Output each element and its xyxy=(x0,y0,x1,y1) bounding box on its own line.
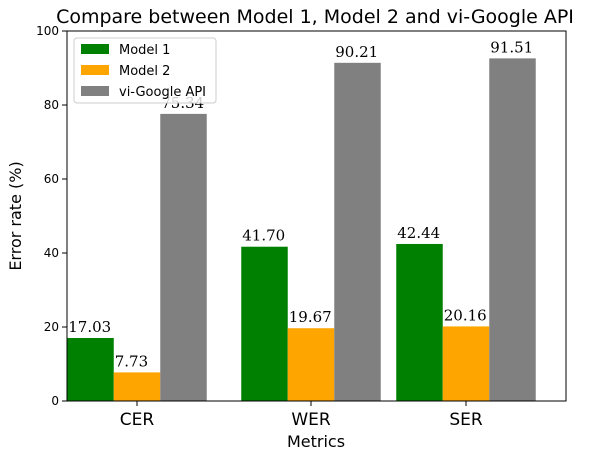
data-label: 7.73 xyxy=(115,352,148,370)
data-label: 20.16 xyxy=(444,306,487,324)
y-tick-label: 0 xyxy=(51,394,59,408)
y-axis-ticks: 0 20 40 60 80 100 xyxy=(36,24,67,408)
plot-frame xyxy=(66,30,567,402)
legend-swatch xyxy=(81,44,109,54)
y-tick-label: 40 xyxy=(44,246,59,260)
x-axis-label: Metrics xyxy=(287,432,345,451)
x-tick-label: CER xyxy=(120,410,155,430)
bars-group xyxy=(67,58,536,401)
y-tick-label: 80 xyxy=(44,98,59,112)
y-axis-label: Error rate (%) xyxy=(6,161,25,270)
data-label: 42.44 xyxy=(397,224,440,242)
bar-model-1-cer xyxy=(67,337,114,401)
bar-vi-google-api-cer xyxy=(160,113,207,401)
bar-model-2-cer xyxy=(113,372,161,401)
x-tick-label: SER xyxy=(449,410,483,430)
x-axis-ticks: CER WER SER xyxy=(120,401,483,430)
legend-swatch xyxy=(81,65,109,75)
bar-model-1-ser xyxy=(396,243,443,401)
legend: Model 1 Model 2 vi-Google API xyxy=(73,37,217,104)
data-label: 19.67 xyxy=(289,308,332,326)
bar-vi-google-api-wer xyxy=(334,62,381,401)
legend-entry: Model 2 xyxy=(119,64,170,79)
y-tick-label: 60 xyxy=(44,172,59,186)
x-tick-label: WER xyxy=(291,410,331,430)
bar-model-2-ser xyxy=(442,326,490,401)
data-label: 91.51 xyxy=(490,38,533,56)
legend-swatch xyxy=(81,86,109,96)
legend-entry: Model 1 xyxy=(119,43,170,58)
y-tick-label: 20 xyxy=(44,320,59,334)
bar-model-2-wer xyxy=(287,328,335,401)
bar-model-1-wer xyxy=(241,246,288,401)
data-label: 90.21 xyxy=(335,43,378,61)
legend-box xyxy=(73,37,217,104)
data-labels-group: 17.037.7375.3441.7019.6790.2142.4420.169… xyxy=(68,38,533,370)
chart-title: Compare between Model 1, Model 2 and vi-… xyxy=(56,6,574,28)
data-label: 17.03 xyxy=(68,318,111,336)
legend-entry: vi-Google API xyxy=(119,85,206,100)
y-tick-label: 100 xyxy=(36,24,59,38)
data-label: 41.70 xyxy=(242,227,285,245)
bar-vi-google-api-ser xyxy=(489,58,536,401)
